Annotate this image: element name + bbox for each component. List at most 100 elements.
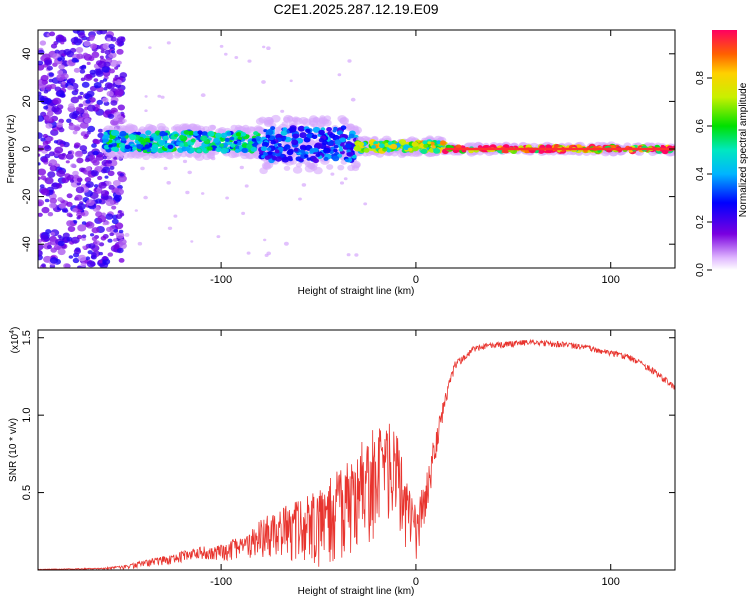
heat-cell-537 [109,165,115,170]
heat-cell-522 [68,103,75,109]
heat-cell-746 [283,241,289,246]
heat-cell-742 [263,238,267,242]
heat-cell-739 [280,109,285,113]
heat-cell-1711 [323,147,331,154]
heat-cell-710 [190,240,194,243]
heat-cell-1409 [150,147,159,153]
heat-cell-535 [40,188,50,196]
heat-cell-583 [115,232,125,239]
heat-cell-759 [219,44,224,48]
heat-cell-1715 [338,147,344,152]
heat-cell-642 [66,220,75,227]
heat-cell-500 [80,212,86,216]
heat-cell-2160 [431,145,436,149]
heat-cell-346 [67,151,72,155]
heat-cell-360 [73,248,82,255]
heat-cell-422 [113,194,122,202]
heat-cell-765 [200,192,205,195]
heat-cell-65 [101,212,106,217]
heat-cell-596 [49,31,56,37]
heat-cell-713 [224,52,228,56]
heat-cell-194 [81,237,87,241]
heat-cell-627 [108,51,117,59]
heat-cell-546 [77,116,85,123]
heat-cell-693 [57,57,63,62]
heat-cell-1395 [158,140,166,146]
heat-cell-607 [117,210,122,214]
heat-cell-408 [40,86,46,91]
heat-cell-483 [45,84,53,90]
heat-cell-653 [69,179,75,183]
heat-cell-524 [83,117,92,124]
heat-cell-654 [116,48,124,55]
heat-cell-1251 [157,147,164,154]
heat-cell-1680 [312,126,321,133]
heat-cell-1682 [299,132,307,139]
heat-cell-615 [85,99,91,104]
heat-cell-1341 [119,142,126,148]
heat-cell-570 [73,174,80,180]
heat-cell-300 [87,250,93,255]
heat-cell-335 [92,150,99,156]
heat-cell-175 [38,153,41,157]
heat-cell-2141 [427,141,432,145]
heat-cell-505 [102,155,107,160]
heat-cell-2153 [387,148,392,152]
heat-cell-1362 [219,143,224,148]
heat-cell-1731 [289,126,297,133]
heat-cell-1751 [332,155,340,162]
heat-cell-478 [72,30,80,34]
heat-cell-1387 [150,133,157,138]
heat-cell-1405 [119,130,127,137]
heat-cell-178 [67,226,76,232]
heat-cell-475 [72,207,78,213]
heat-cell-1788 [293,147,299,152]
heat-cell-678 [116,60,122,65]
spectrogram-x-label: Height of straight line (km) [298,286,415,297]
heat-cell-691 [54,86,62,92]
heat-cell-1590 [281,121,289,127]
heat-cell-2159 [358,141,365,147]
heat-cell-1079 [179,123,189,131]
heat-cell-621 [68,78,76,84]
heat-cell-477 [119,212,125,217]
heat-cell-2166 [390,143,398,150]
heat-cell-554 [46,110,54,117]
heat-cell-468 [77,254,87,262]
heat-cell-719 [244,184,249,188]
colorbar-tick-label: 0.4 [695,167,706,181]
heat-cell-572 [86,90,95,98]
spectrogram-y-tick-label: -40 [21,236,33,252]
snr-x-ticks: -100 0 100 [210,330,620,588]
heat-cell-1802 [322,140,328,145]
figure-title: C2E1.2025.287.12.19.E09 [273,1,438,17]
heat-cell-54 [118,258,125,263]
heat-cell-687 [77,224,87,232]
heat-cell-588 [71,57,79,63]
heat-cell-1225 [220,132,228,139]
heat-cell-338 [98,251,103,256]
heat-cell-445 [85,166,92,171]
heat-cell-743 [337,73,342,77]
heat-cell-633 [103,61,111,68]
heat-cell-1386 [200,135,208,142]
snr-y-multiplier: (x104) [9,327,21,354]
heat-cell-1807 [260,146,268,152]
heat-cell-2139 [398,139,407,146]
heat-cell-612 [100,190,110,197]
heat-cell-1644 [326,127,333,132]
heat-cell-1242 [115,139,121,144]
heat-cell-629 [84,133,90,138]
heat-cell-1732 [283,144,291,150]
heat-cell-1698 [303,136,311,143]
heat-cell-385 [46,65,53,71]
snr-x-label: Height of straight line (km) [298,586,415,597]
heat-cell-1396 [207,130,215,137]
heat-cell-590 [80,77,86,82]
heat-cell-88 [38,64,45,71]
heat-cell-715 [182,159,188,164]
heat-cell-766 [173,214,178,218]
heat-cell-1804 [306,157,312,161]
heat-cell-1780 [344,143,352,149]
heat-cell-420 [89,43,98,50]
